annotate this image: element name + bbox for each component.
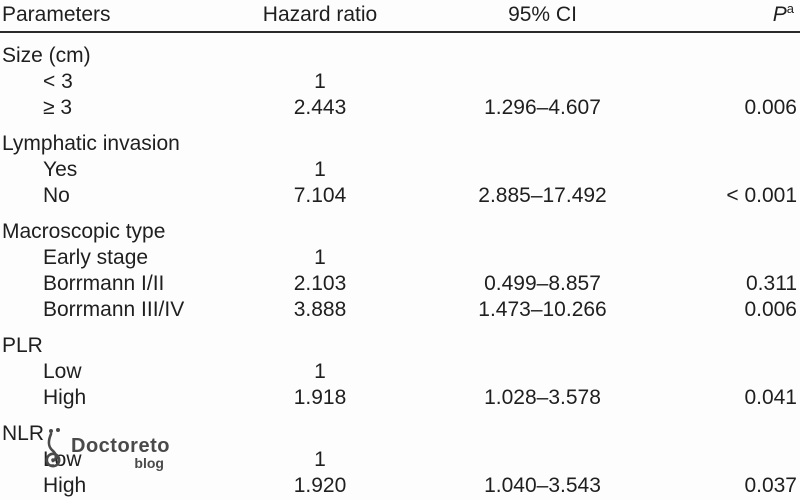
p-value-cell: 0.006 [744, 298, 797, 321]
column-header-parameters: Parameters [0, 0, 245, 33]
confidence-interval-cell [395, 209, 690, 245]
table-row: No 7.104 2.885–17.492 < 0.001 [0, 183, 800, 209]
table-row: Low 1 [0, 359, 800, 385]
hazard-ratio-cell [245, 121, 395, 157]
hazard-ratio-cell: 7.104 [293, 184, 347, 207]
column-header-95ci: 95% CI [395, 0, 690, 33]
hazard-ratio-cell: 2.443 [293, 96, 347, 119]
parameter-cell: Size (cm) [2, 44, 91, 67]
hazard-ratio-cell: 1 [314, 448, 326, 471]
confidence-interval-cell: 1.040–3.543 [484, 474, 601, 497]
p-value-cell [690, 209, 800, 245]
confidence-interval-cell [395, 411, 690, 447]
confidence-interval-cell: 0.499–8.857 [484, 272, 601, 295]
confidence-interval-cell: 1.028–3.578 [484, 386, 601, 409]
confidence-interval-cell: 1.296–4.607 [484, 96, 601, 119]
table-row: < 3 1 [0, 69, 800, 95]
confidence-interval-cell [395, 32, 690, 69]
parameter-cell: Low [43, 448, 82, 471]
table-row: Macroscopic type [0, 209, 800, 245]
confidence-interval-cell [395, 245, 690, 271]
p-value-symbol: P [772, 3, 787, 26]
table-row: High 1.918 1.028–3.578 0.041 [0, 385, 800, 411]
parameter-cell: Early stage [43, 246, 149, 269]
column-header-p-value: Pa [690, 0, 800, 33]
confidence-interval-cell [395, 323, 690, 359]
table-row: Size (cm) [0, 32, 800, 69]
parameter-cell: Borrmann III/IV [43, 298, 185, 321]
parameter-cell: No [43, 184, 70, 207]
confidence-interval-cell [395, 447, 690, 473]
confidence-interval-cell: 2.885–17.492 [478, 184, 607, 207]
parameter-cell: Yes [43, 158, 78, 181]
hazard-ratio-cell [245, 411, 395, 447]
hazard-ratio-cell: 2.103 [293, 272, 347, 295]
table-body: Size (cm) < 3 1 ≥ 3 2.443 1.296–4.607 0.… [0, 32, 800, 499]
p-value-cell [690, 245, 800, 271]
p-value-cell: < 0.001 [726, 184, 797, 207]
table-row: NLR [0, 411, 800, 447]
parameter-cell: High [43, 474, 87, 497]
hazard-ratio-cell: 1 [314, 360, 326, 383]
parameter-cell: PLR [2, 334, 43, 357]
p-value-cell [690, 32, 800, 69]
parameter-cell: Borrmann I/II [43, 272, 165, 295]
confidence-interval-cell [395, 157, 690, 183]
p-value-cell: 0.041 [744, 386, 797, 409]
parameter-cell: ≥ 3 [43, 96, 73, 119]
table-row: Early stage 1 [0, 245, 800, 271]
p-value-footnote-marker: a [786, 1, 794, 16]
header-row: Parameters Hazard ratio 95% CI Pa [0, 0, 800, 33]
confidence-interval-cell: 1.473–10.266 [478, 298, 607, 321]
hazard-ratio-cell [245, 32, 395, 69]
hazard-ratio-cell: 1.920 [293, 474, 347, 497]
parameter-cell: Lymphatic invasion [2, 132, 180, 155]
hazard-ratio-cell: 3.888 [293, 298, 347, 321]
hazard-ratio-cell: 1.918 [293, 386, 347, 409]
hazard-ratio-cell: 1 [314, 246, 326, 269]
parameter-cell: < 3 [43, 70, 73, 93]
confidence-interval-cell [395, 359, 690, 385]
table-row: Yes 1 [0, 157, 800, 183]
table-row: Lymphatic invasion [0, 121, 800, 157]
parameter-cell: NLR [2, 422, 45, 445]
p-value-cell [690, 447, 800, 473]
table-row: Borrmann I/II 2.103 0.499–8.857 0.311 [0, 271, 800, 297]
p-value-cell: 0.311 [746, 272, 797, 295]
confidence-interval-cell [395, 69, 690, 95]
p-value-cell [690, 69, 800, 95]
table-header: Parameters Hazard ratio 95% CI Pa [0, 0, 800, 33]
confidence-interval-cell [395, 121, 690, 157]
p-value-cell [690, 323, 800, 359]
parameter-cell: Macroscopic type [2, 220, 166, 243]
p-value-cell [690, 157, 800, 183]
parameter-cell: Low [43, 360, 82, 383]
table-row: Borrmann III/IV 3.888 1.473–10.266 0.006 [0, 297, 800, 323]
hazard-ratio-cell: 1 [314, 158, 326, 181]
p-value-cell: 0.037 [744, 474, 797, 497]
column-header-hazard-ratio: Hazard ratio [245, 0, 395, 33]
p-value-cell [690, 121, 800, 157]
table-row: Low 1 [0, 447, 800, 473]
parameter-cell: High [43, 386, 87, 409]
hazard-ratio-cell [245, 209, 395, 245]
p-value-cell [690, 411, 800, 447]
p-value-cell: 0.006 [744, 96, 797, 119]
table-row: High 1.920 1.040–3.543 0.037 [0, 473, 800, 499]
table-row: PLR [0, 323, 800, 359]
hazard-ratio-cell [245, 323, 395, 359]
hazard-ratio-cell: 1 [314, 70, 326, 93]
p-value-cell [690, 359, 800, 385]
table-row: ≥ 3 2.443 1.296–4.607 0.006 [0, 95, 800, 121]
